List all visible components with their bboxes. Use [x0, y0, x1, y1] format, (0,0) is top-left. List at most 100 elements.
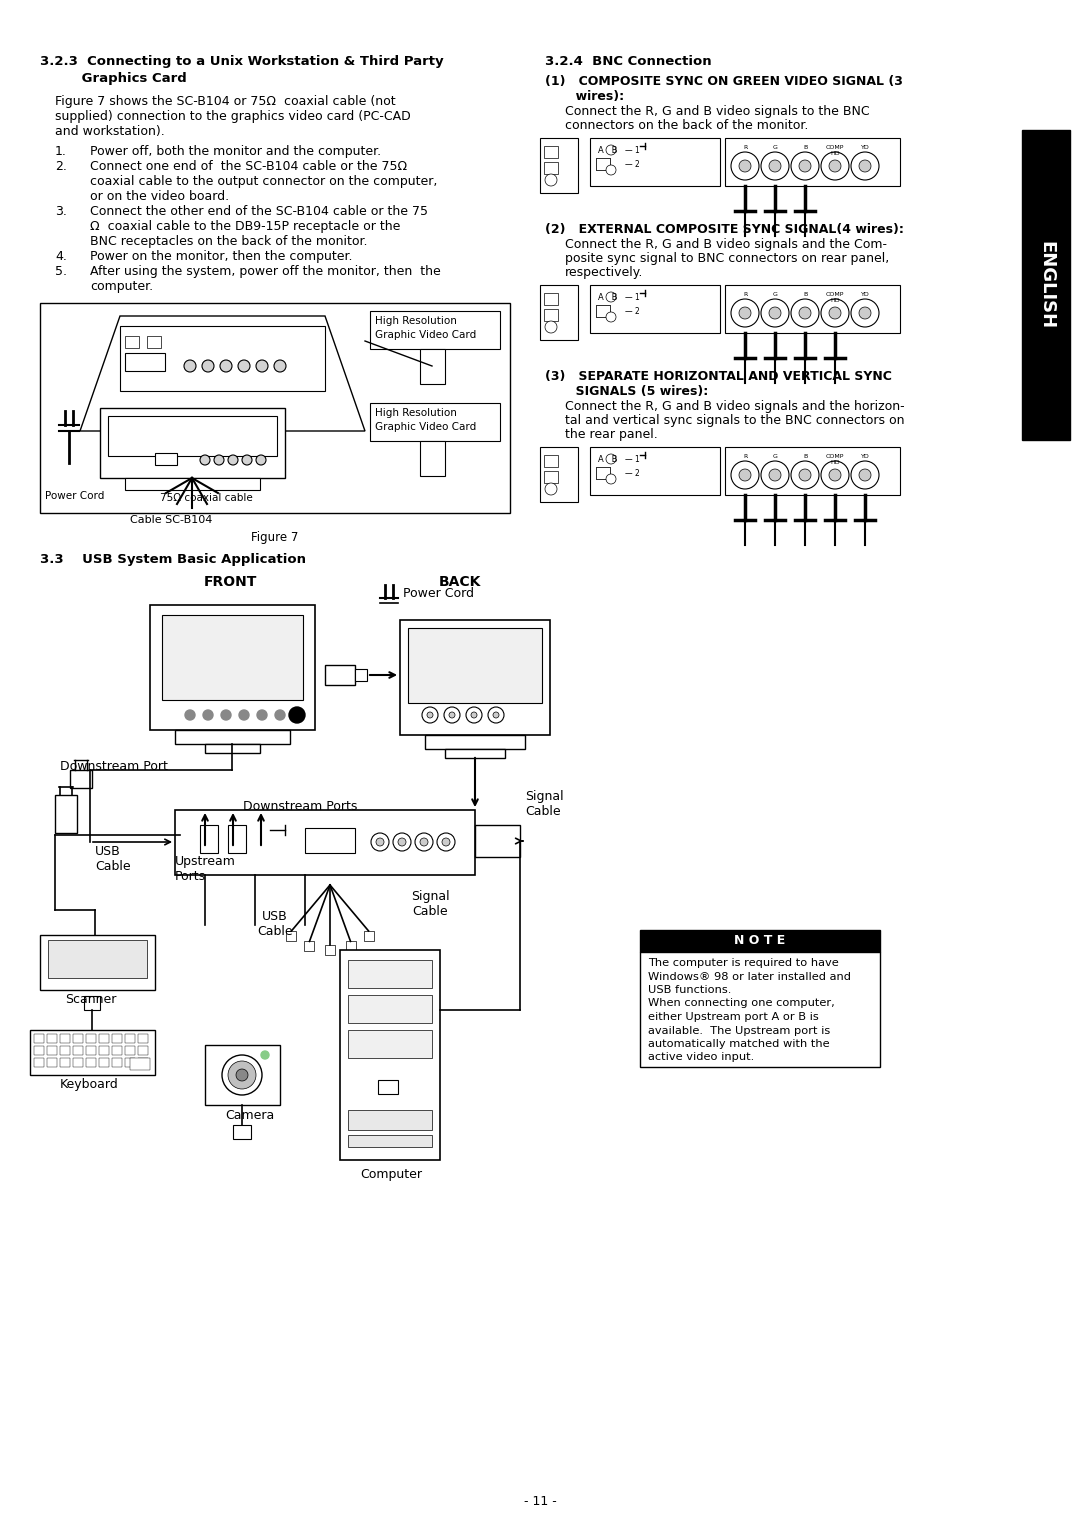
Text: When connecting one computer,: When connecting one computer,: [648, 999, 835, 1008]
Circle shape: [184, 360, 195, 372]
Text: USB functions.: USB functions.: [648, 985, 731, 994]
Bar: [125, 352, 165, 371]
Circle shape: [202, 360, 214, 372]
Text: — 1: — 1: [625, 146, 639, 156]
Bar: [175, 730, 291, 744]
Circle shape: [274, 360, 286, 372]
Circle shape: [242, 454, 252, 465]
Circle shape: [761, 299, 789, 326]
Text: Windows® 98 or later installed and: Windows® 98 or later installed and: [648, 971, 851, 982]
Bar: [125, 477, 260, 490]
Bar: [138, 1058, 148, 1068]
Bar: [348, 961, 432, 988]
Bar: [99, 1034, 109, 1043]
Text: R: R: [743, 291, 747, 297]
Circle shape: [376, 839, 384, 846]
Text: (2)   EXTERNAL COMPOSITE SYNC SIGNAL(4 wires):: (2) EXTERNAL COMPOSITE SYNC SIGNAL(4 wir…: [545, 223, 904, 236]
Bar: [445, 749, 505, 758]
Bar: [590, 285, 720, 332]
Text: Downstream Ports: Downstream Ports: [243, 801, 357, 813]
Text: Power Cord: Power Cord: [45, 491, 105, 502]
Text: B: B: [802, 454, 807, 459]
Text: 4.: 4.: [55, 250, 67, 262]
Text: A   B: A B: [598, 293, 618, 302]
Text: ENGLISH: ENGLISH: [1037, 241, 1055, 329]
Bar: [162, 615, 303, 700]
Bar: [125, 1034, 135, 1043]
Text: USB
Cable: USB Cable: [95, 845, 131, 872]
Text: tal and vertical sync signals to the BNC connectors on: tal and vertical sync signals to the BNC…: [565, 413, 905, 427]
Bar: [60, 1058, 70, 1068]
Bar: [228, 825, 246, 852]
Circle shape: [791, 461, 819, 490]
Circle shape: [185, 711, 195, 720]
Circle shape: [606, 313, 616, 322]
Circle shape: [427, 712, 433, 718]
Circle shape: [221, 711, 231, 720]
Text: — 1: — 1: [625, 454, 639, 464]
Bar: [640, 952, 880, 1068]
Bar: [544, 146, 558, 159]
Bar: [544, 162, 558, 174]
Bar: [305, 828, 355, 852]
Circle shape: [859, 160, 870, 172]
Text: Ω  coaxial cable to the DB9-15P receptacle or the: Ω coaxial cable to the DB9-15P receptacl…: [90, 220, 401, 233]
Text: Graphic Video Card: Graphic Video Card: [375, 329, 476, 340]
Bar: [348, 1029, 432, 1058]
Bar: [33, 1034, 44, 1043]
Text: A   B: A B: [598, 454, 618, 464]
Text: posite sync signal to BNC connectors on rear panel,: posite sync signal to BNC connectors on …: [565, 252, 889, 265]
Circle shape: [739, 470, 751, 480]
Bar: [205, 744, 260, 753]
Circle shape: [228, 1061, 256, 1089]
Circle shape: [731, 461, 759, 490]
Circle shape: [606, 145, 616, 156]
Bar: [112, 1046, 122, 1055]
Bar: [544, 454, 558, 467]
Circle shape: [545, 174, 557, 186]
Circle shape: [606, 291, 616, 302]
Polygon shape: [80, 316, 365, 432]
Circle shape: [228, 454, 238, 465]
Text: USB
Cable: USB Cable: [257, 910, 293, 938]
Bar: [346, 941, 355, 952]
Bar: [540, 447, 578, 502]
Bar: [86, 1046, 96, 1055]
Text: COMP
HD: COMP HD: [826, 454, 845, 465]
Text: wires):: wires):: [545, 90, 624, 104]
Text: Downstream Port: Downstream Port: [60, 759, 167, 773]
Text: Power off, both the monitor and the computer.: Power off, both the monitor and the comp…: [90, 145, 381, 159]
Text: 3.2.4  BNC Connection: 3.2.4 BNC Connection: [545, 55, 712, 69]
Circle shape: [851, 461, 879, 490]
Circle shape: [851, 152, 879, 180]
Text: BACK: BACK: [438, 575, 482, 589]
Bar: [596, 159, 610, 169]
Bar: [125, 336, 139, 348]
Text: N O T E: N O T E: [734, 933, 785, 947]
Text: Power on the monitor, then the computer.: Power on the monitor, then the computer.: [90, 250, 352, 262]
Text: A   B: A B: [598, 146, 618, 156]
Circle shape: [769, 470, 781, 480]
Bar: [1022, 130, 1070, 441]
Circle shape: [859, 470, 870, 480]
Text: 1.: 1.: [55, 145, 67, 159]
Text: 3.3    USB System Basic Application: 3.3 USB System Basic Application: [40, 554, 306, 566]
Text: 2.: 2.: [55, 160, 67, 172]
Bar: [596, 305, 610, 317]
Text: the rear panel.: the rear panel.: [565, 429, 658, 441]
Bar: [408, 628, 542, 703]
Text: Connect the R, G and B video signals to the BNC: Connect the R, G and B video signals to …: [565, 105, 869, 117]
Bar: [48, 1034, 57, 1043]
Bar: [99, 1058, 109, 1068]
Circle shape: [606, 474, 616, 483]
Bar: [48, 939, 147, 978]
Circle shape: [442, 839, 450, 846]
Text: Computer: Computer: [360, 1168, 422, 1180]
Circle shape: [829, 307, 841, 319]
Bar: [325, 665, 355, 685]
Circle shape: [606, 165, 616, 175]
Text: Graphics Card: Graphics Card: [40, 72, 187, 85]
Bar: [596, 467, 610, 479]
Bar: [348, 1110, 432, 1130]
Bar: [147, 336, 161, 348]
